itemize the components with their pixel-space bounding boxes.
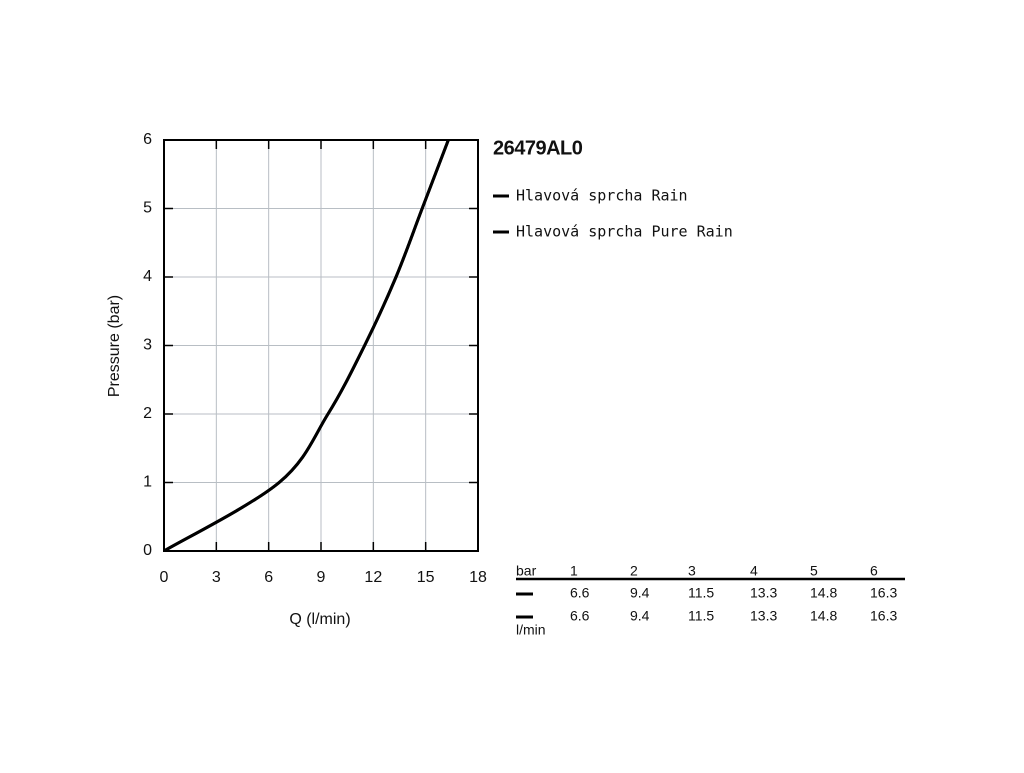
x-tick-label: 12: [364, 569, 382, 586]
legend-label: Hlavová sprcha Rain: [516, 187, 688, 205]
table-header: 5: [810, 563, 818, 579]
chart-title: 26479AL0: [493, 137, 583, 159]
table-header: bar: [516, 563, 537, 579]
table-cell: 16.3: [870, 585, 897, 601]
y-axis-label: Pressure (bar): [106, 295, 123, 397]
table-cell: 9.4: [630, 585, 650, 601]
legend-label: Hlavová sprcha Pure Rain: [516, 223, 733, 241]
table-unit: l/min: [516, 622, 546, 638]
table-cell: 14.8: [810, 585, 837, 601]
y-tick-label: 1: [143, 474, 152, 491]
x-tick-label: 15: [417, 569, 435, 586]
x-tick-label: 3: [212, 569, 221, 586]
x-tick-label: 18: [469, 569, 487, 586]
table-cell: 11.5: [688, 585, 714, 601]
table-cell: 11.5: [688, 608, 714, 624]
table-header: 3: [688, 563, 696, 579]
y-tick-label: 3: [143, 337, 152, 354]
table-cell: 9.4: [630, 608, 650, 624]
plot-frame: [163, 139, 479, 552]
table-cell: 13.3: [750, 585, 777, 601]
table-header: 4: [750, 563, 758, 579]
table-cell: 16.3: [870, 608, 897, 624]
y-tick-label: 0: [143, 542, 152, 559]
table-cell: 6.6: [570, 608, 590, 624]
x-tick-label: 6: [264, 569, 273, 586]
y-tick-label: 6: [143, 131, 152, 148]
table-header: 2: [630, 563, 638, 579]
table-header: 1: [570, 563, 578, 579]
table-cell: 14.8: [810, 608, 837, 624]
y-tick-label: 5: [143, 200, 152, 217]
y-tick-label: 4: [143, 268, 152, 285]
table-cell: 6.6: [570, 585, 590, 601]
x-tick-label: 9: [317, 569, 326, 586]
table-header: 6: [870, 563, 878, 579]
y-tick-label: 2: [143, 405, 152, 422]
x-axis-label: Q (l/min): [289, 611, 350, 628]
table-cell: 13.3: [750, 608, 777, 624]
series-line: [164, 140, 450, 551]
x-tick-label: 0: [160, 569, 169, 586]
